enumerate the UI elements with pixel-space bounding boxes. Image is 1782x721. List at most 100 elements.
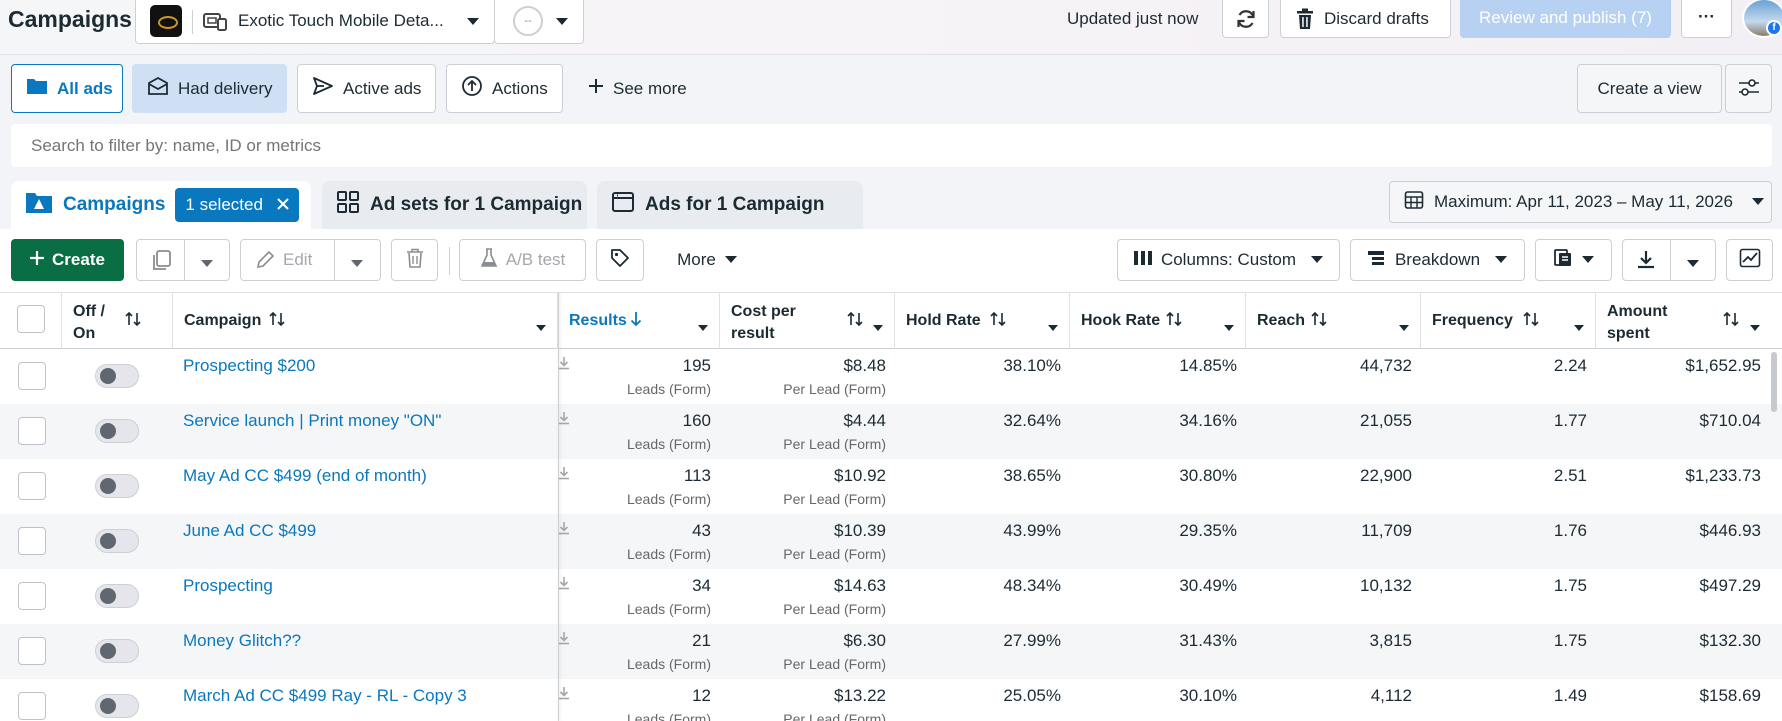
- all-ads-filter[interactable]: All ads: [11, 64, 123, 113]
- chevron-down-icon[interactable]: [200, 254, 214, 274]
- campaign-name-link[interactable]: March Ad CC $499 Ray - RL - Copy 3: [183, 686, 467, 705]
- table-row[interactable]: Money Glitch?? 21 Leads (Form) $6.30 Per Lea…: [0, 624, 1782, 679]
- table-row[interactable]: Prospecting 34 Leads (Form) $14.63 Per Lead …: [0, 569, 1782, 624]
- scrollbar[interactable]: [1771, 352, 1777, 412]
- row-checkbox[interactable]: [18, 692, 46, 720]
- row-checkbox[interactable]: [18, 472, 46, 500]
- columns-dropdown[interactable]: Columns: Custom: [1117, 239, 1340, 281]
- breakdown-dropdown[interactable]: Breakdown: [1350, 239, 1525, 281]
- duplicate-button-group[interactable]: [136, 239, 230, 281]
- header-campaign[interactable]: Campaign: [173, 293, 558, 349]
- table-row[interactable]: May Ad CC $499 (end of month) 113 Leads (F…: [0, 459, 1782, 514]
- sort-icon[interactable]: [1722, 311, 1740, 334]
- sort-icon[interactable]: [1522, 311, 1540, 334]
- campaign-toggle[interactable]: [95, 364, 139, 388]
- account-selector[interactable]: Exotic Touch Mobile Deta...: [135, 0, 495, 44]
- row-checkbox[interactable]: [18, 527, 46, 555]
- campaign-toggle[interactable]: [95, 419, 139, 443]
- chevron-down-icon[interactable]: [1573, 317, 1585, 339]
- tag-button[interactable]: [596, 239, 644, 281]
- campaign-toggle[interactable]: [95, 584, 139, 608]
- tab-ad-sets[interactable]: Ad sets for 1 Campaign: [322, 181, 587, 229]
- discard-drafts-button[interactable]: Discard drafts: [1280, 0, 1451, 38]
- review-and-publish-button[interactable]: Review and publish (7): [1460, 0, 1671, 38]
- sort-icon[interactable]: [846, 311, 864, 334]
- create-view-button[interactable]: Create a view: [1577, 64, 1722, 113]
- table-row[interactable]: March Ad CC $499 Ray - RL - Copy 3 12 Lead…: [0, 679, 1782, 721]
- actions-filter[interactable]: Actions: [446, 64, 563, 113]
- results-value: 160: [682, 411, 711, 430]
- header-frequency[interactable]: Frequency: [1421, 293, 1596, 349]
- delete-button[interactable]: [391, 239, 438, 281]
- table-row[interactable]: Prospecting $200 195 Leads (Form) $8.48 Per …: [0, 349, 1782, 404]
- chevron-down-icon[interactable]: [1398, 317, 1410, 339]
- sort-icon[interactable]: [124, 311, 142, 334]
- chevron-down-icon[interactable]: [697, 317, 709, 339]
- header-amount-spent[interactable]: Amount spent: [1596, 293, 1771, 349]
- had-delivery-filter[interactable]: Had delivery: [132, 64, 287, 113]
- reports-dropdown[interactable]: [1535, 239, 1612, 281]
- campaign-name-link[interactable]: Money Glitch??: [183, 631, 302, 650]
- sort-icon[interactable]: [1165, 311, 1183, 334]
- tab-campaigns[interactable]: Campaigns 1 selected: [11, 181, 311, 229]
- chevron-down-icon[interactable]: [535, 317, 547, 339]
- campaign-name-link[interactable]: May Ad CC $499 (end of month): [183, 466, 427, 485]
- row-checkbox[interactable]: [18, 362, 46, 390]
- breakdown-label: Breakdown: [1394, 250, 1481, 269]
- results-value: 195: [682, 356, 711, 375]
- row-checkbox[interactable]: [18, 582, 46, 610]
- sort-icon[interactable]: [1310, 311, 1328, 334]
- ab-test-button[interactable]: A/B test: [459, 239, 586, 281]
- campaign-name-link[interactable]: Prospecting $200: [183, 356, 316, 375]
- header-hook-rate[interactable]: Hook Rate: [1070, 293, 1246, 349]
- date-range-picker[interactable]: Maximum: Apr 11, 2023 – May 11, 2026: [1389, 181, 1772, 223]
- table-row[interactable]: June Ad CC $499 43 Leads (Form) $10.39 Per L…: [0, 514, 1782, 569]
- table-row[interactable]: Service launch | Print money "ON" 160 Lead…: [0, 404, 1782, 459]
- tab-ads[interactable]: Ads for 1 Campaign: [597, 181, 863, 229]
- reach-value: 4,112: [1370, 686, 1412, 705]
- row-checkbox[interactable]: [18, 637, 46, 665]
- hook-rate-value: 30.49%: [1179, 576, 1237, 595]
- see-more-filter[interactable]: See more: [574, 64, 714, 113]
- breakdown-icon: [1367, 249, 1387, 272]
- header-hold-rate[interactable]: Hold Rate: [895, 293, 1070, 349]
- active-ads-filter[interactable]: Active ads: [297, 64, 436, 113]
- chart-button[interactable]: [1726, 239, 1773, 281]
- close-icon[interactable]: [277, 188, 289, 222]
- header-cost-per-result[interactable]: Cost per result: [720, 293, 895, 349]
- campaign-name-link[interactable]: June Ad CC $499: [183, 521, 317, 540]
- pencil-icon: [255, 250, 275, 275]
- campaign-name-link[interactable]: Prospecting: [183, 576, 273, 595]
- secondary-account-selector[interactable]: --: [494, 0, 584, 44]
- chevron-down-icon[interactable]: [1047, 317, 1059, 339]
- campaign-toggle[interactable]: [95, 639, 139, 663]
- more-dropdown[interactable]: More: [660, 239, 755, 281]
- edit-button-group[interactable]: Edit: [240, 239, 381, 281]
- select-all-checkbox[interactable]: [17, 305, 45, 333]
- campaign-toggle[interactable]: [95, 529, 139, 553]
- cost-per-result-value: $4.44: [843, 411, 886, 430]
- sort-icon[interactable]: [268, 311, 286, 334]
- chevron-down-icon[interactable]: [1223, 317, 1235, 339]
- chevron-down-icon[interactable]: [1749, 317, 1761, 339]
- frequency-value: 1.49: [1553, 686, 1587, 705]
- cost-per-result-type: Per Lead (Form): [783, 711, 886, 721]
- chevron-down-icon[interactable]: [1686, 254, 1700, 274]
- header-results[interactable]: Results: [558, 293, 720, 349]
- search-input[interactable]: [11, 124, 1772, 167]
- export-button-group[interactable]: [1622, 239, 1716, 281]
- sort-icon[interactable]: [989, 311, 1007, 334]
- create-button[interactable]: Create: [11, 239, 124, 281]
- more-options-button[interactable]: ···: [1681, 0, 1732, 38]
- sort-descending-icon[interactable]: [630, 311, 642, 334]
- chevron-down-icon[interactable]: [350, 254, 364, 274]
- row-checkbox[interactable]: [18, 417, 46, 445]
- campaign-toggle[interactable]: [95, 474, 139, 498]
- view-settings-button[interactable]: [1725, 64, 1772, 113]
- header-reach[interactable]: Reach: [1246, 293, 1421, 349]
- refresh-button[interactable]: [1222, 0, 1269, 38]
- chevron-down-icon[interactable]: [872, 317, 884, 339]
- campaign-toggle[interactable]: [95, 694, 139, 718]
- campaign-name-link[interactable]: Service launch | Print money "ON": [183, 411, 442, 430]
- header-off-on[interactable]: Off / On: [62, 293, 173, 349]
